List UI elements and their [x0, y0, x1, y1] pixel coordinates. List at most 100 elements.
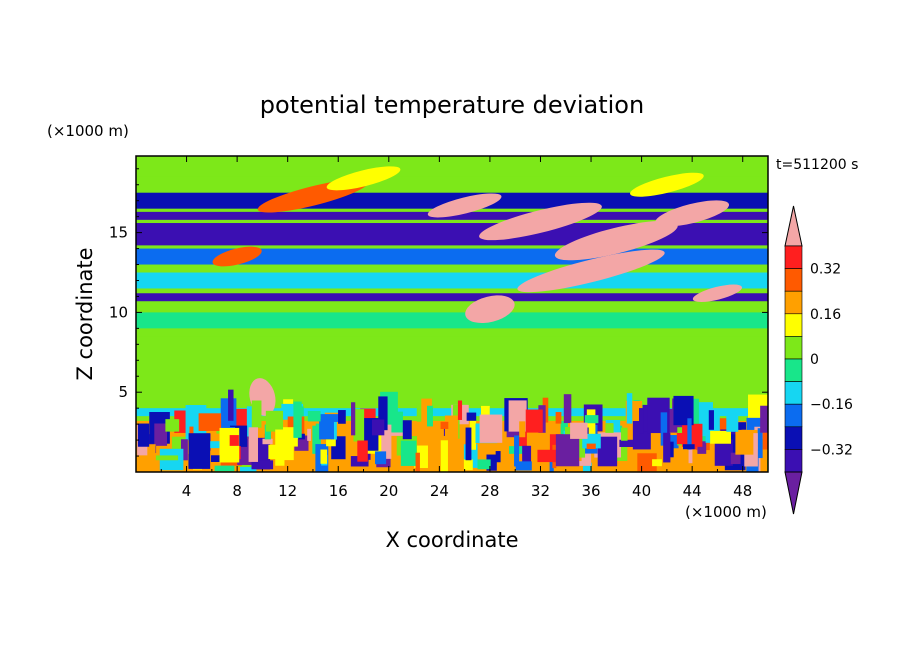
- field-turbulence: [519, 421, 526, 438]
- field-turbulence: [469, 416, 477, 450]
- field-turbulence: [663, 432, 671, 463]
- field-band: [136, 336, 768, 409]
- field-turbulence: [375, 451, 387, 465]
- field-turbulence: [264, 424, 271, 440]
- field-turbulence: [378, 396, 388, 431]
- field-turbulence: [255, 429, 265, 438]
- field-turbulence: [673, 395, 694, 426]
- field-feature: [517, 249, 665, 293]
- field-turbulence: [730, 452, 741, 465]
- field-turbulence: [555, 434, 580, 467]
- field-turbulence: [145, 444, 156, 466]
- field-turbulence: [278, 419, 296, 431]
- x-tick-label: 36: [581, 482, 600, 500]
- field-turbulence: [416, 403, 425, 422]
- field-turbulence: [506, 429, 521, 438]
- field-feature: [465, 295, 515, 324]
- field-turbulence: [514, 435, 520, 467]
- field-turbulence: [307, 428, 312, 441]
- field-turbulence: [522, 445, 532, 466]
- field-turbulence: [210, 455, 222, 462]
- x-unit-label: (×1000 m): [685, 503, 767, 521]
- field-band: [136, 272, 768, 289]
- field-turbulence: [710, 430, 731, 444]
- field-turbulence: [353, 409, 365, 442]
- field-turbulence: [402, 420, 412, 440]
- x-tick-label: 20: [379, 482, 398, 500]
- field-feature: [326, 166, 401, 191]
- field-turbulence: [479, 414, 503, 443]
- field-turbulence: [477, 459, 491, 470]
- field-turbulence: [326, 439, 336, 447]
- x-axis-label: X coordinate: [385, 528, 518, 552]
- colorbar-tick-label: 0.32: [810, 262, 841, 278]
- field-turbulence: [515, 426, 527, 449]
- field-turbulence: [757, 428, 763, 459]
- colorbar-tick-label: 0.16: [810, 307, 841, 323]
- field-turbulence: [246, 406, 257, 437]
- x-tick-label: 44: [683, 482, 702, 500]
- field-turbulence: [427, 405, 433, 427]
- field-turbulence: [525, 409, 543, 433]
- plot-frame: [135, 155, 769, 473]
- chart-title: potential temperature deviation: [260, 91, 644, 119]
- colorbar-segment: [784, 426, 803, 450]
- field-turbulence: [268, 444, 281, 460]
- colorbar-segment: [784, 245, 803, 269]
- field-turbulence: [726, 409, 739, 432]
- field-turbulence: [265, 410, 284, 432]
- field-turbulence: [307, 410, 321, 422]
- field-turbulence: [421, 398, 432, 434]
- field-turbulence: [180, 439, 188, 461]
- field-turbulence: [251, 400, 262, 428]
- colorbar-top-extend: [784, 205, 803, 247]
- x-tick-label: 28: [480, 482, 499, 500]
- field-turbulence: [154, 423, 168, 446]
- field-band: [136, 312, 768, 329]
- field-feature: [554, 220, 678, 261]
- field-turbulence: [465, 427, 472, 461]
- field-turbulence: [188, 433, 211, 469]
- colorbar: 0.32 0.16 0 −0.16 −0.32: [784, 205, 853, 515]
- field-turbulence: [683, 444, 695, 450]
- x-tick-label: 12: [278, 482, 297, 500]
- field-feature: [427, 193, 502, 218]
- field-turbulence: [762, 426, 768, 450]
- colorbar-segment: [784, 449, 803, 473]
- field-turbulence: [331, 414, 337, 440]
- field-turbulence: [708, 410, 714, 430]
- field-turbulence: [155, 455, 179, 461]
- colorbar-segment: [784, 268, 803, 292]
- field-turbulence: [621, 427, 628, 441]
- field-turbulence: [570, 422, 588, 439]
- field-feature: [692, 284, 743, 302]
- y-axis: 5 10 15: [109, 168, 768, 457]
- field-turbulence: [440, 440, 448, 472]
- field-turbulence: [586, 443, 596, 449]
- x-tick-label: 48: [733, 482, 752, 500]
- x-tick-label: 32: [531, 482, 550, 500]
- field-turbulence: [555, 412, 562, 424]
- field-turbulence: [486, 454, 497, 471]
- field-turbulence: [701, 432, 707, 443]
- field-turbulence: [652, 459, 662, 467]
- colorbar-tick-label: −0.16: [810, 397, 853, 413]
- field-turbulence: [165, 419, 180, 432]
- field-contours: [136, 156, 768, 472]
- y-axis-label: Z coordinate: [73, 247, 97, 380]
- field-turbulence: [457, 400, 463, 420]
- colorbar-segment: [784, 358, 803, 382]
- field-turbulence: [229, 435, 239, 446]
- x-axis: 4 8 12 16 20 24 28 32 36 40 44 48: [160, 156, 752, 500]
- field-feature: [630, 172, 704, 197]
- x-tick-label: 24: [430, 482, 449, 500]
- field-turbulence: [319, 419, 334, 440]
- field-turbulence: [582, 462, 592, 472]
- colorbar-segment: [784, 313, 803, 337]
- field-turbulence: [687, 418, 692, 450]
- colorbar-tick-label: 0: [810, 352, 819, 368]
- field-turbulence: [466, 412, 477, 421]
- field-turbulence: [733, 422, 746, 430]
- field-feature: [479, 202, 602, 241]
